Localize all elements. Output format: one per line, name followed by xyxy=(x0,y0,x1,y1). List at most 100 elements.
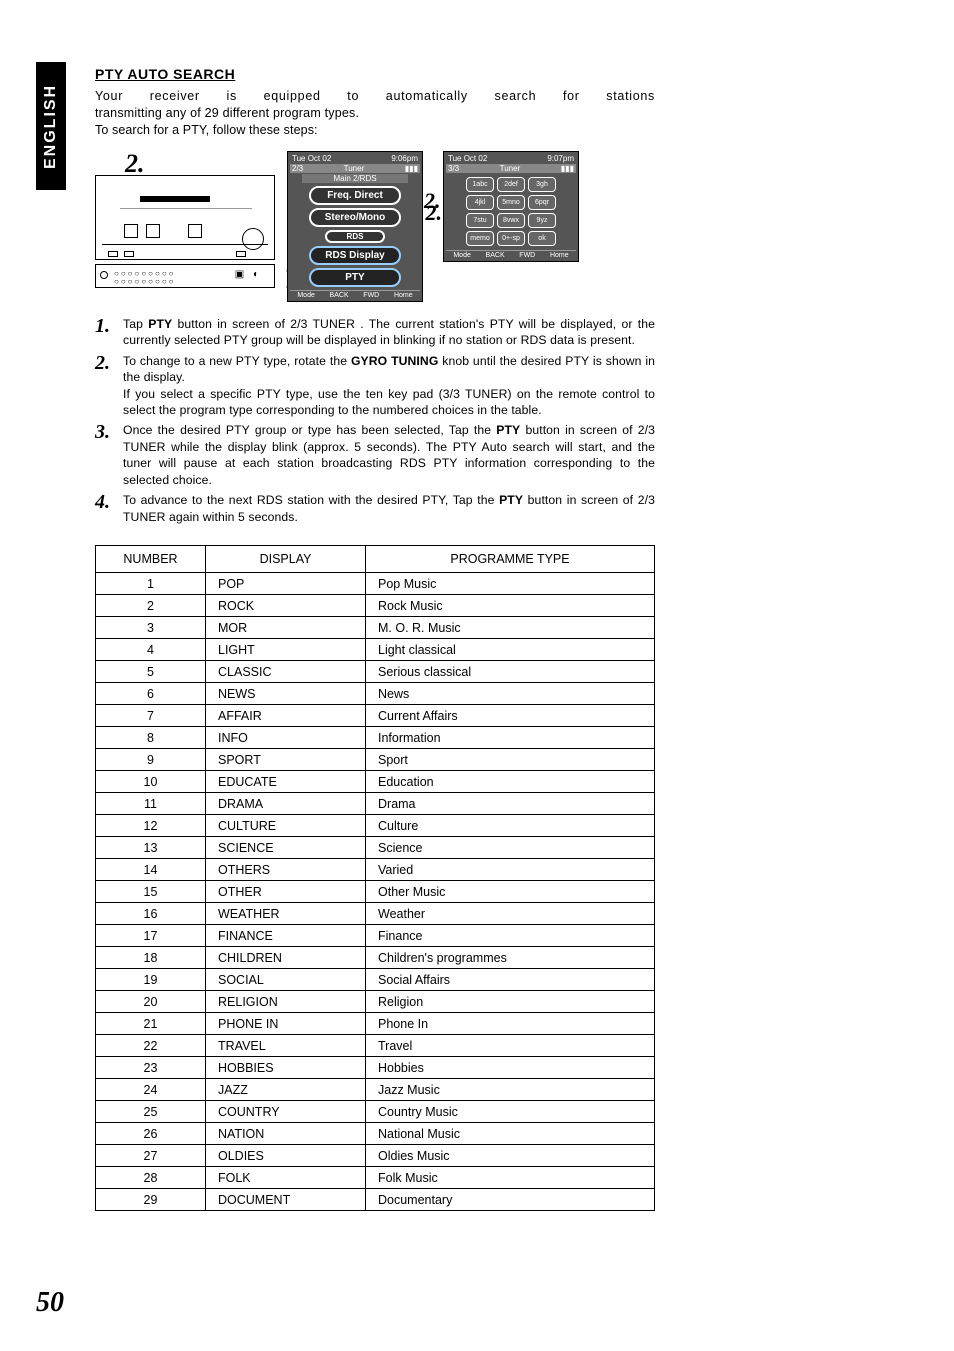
table-row: 14OTHERSVaried xyxy=(96,859,655,881)
screen-header: Tue Oct 02 9:06pm xyxy=(290,154,420,163)
table-row: 22TRAVELTravel xyxy=(96,1035,655,1057)
table-row: 13SCIENCEScience xyxy=(96,837,655,859)
cell-display: SPORT xyxy=(206,749,366,771)
key: 6pqr xyxy=(528,195,556,210)
cell-number: 15 xyxy=(96,881,206,903)
brand-bar xyxy=(140,196,210,202)
figure-screen-2: 2. Tue Oct 02 9:07pm 3/3 Tuner ▮▮▮ 1abc … xyxy=(443,151,579,262)
panel-square xyxy=(124,224,138,238)
cell-number: 1 xyxy=(96,573,206,595)
cell-display: NEWS xyxy=(206,683,366,705)
table-row: 25COUNTRYCountry Music xyxy=(96,1101,655,1123)
screen-bar: Main 2/RDS xyxy=(302,174,408,183)
cell-programme: Science xyxy=(366,837,655,859)
footer-item: BACK xyxy=(486,252,505,259)
figures-row: 2. ○○○○○○○○○ ○○○○○○○○○ ▣ ◐ 1. 3. 4. xyxy=(95,151,655,302)
cell-number: 28 xyxy=(96,1167,206,1189)
cell-number: 19 xyxy=(96,969,206,991)
panel-line xyxy=(120,208,252,209)
cell-programme: Travel xyxy=(366,1035,655,1057)
cell-programme: Social Affairs xyxy=(366,969,655,991)
step: 1.Tap PTY button in screen of 2/3 TUNER … xyxy=(95,316,655,349)
cell-number: 23 xyxy=(96,1057,206,1079)
step-text: To change to a new PTY type, rotate the … xyxy=(123,353,655,419)
screen-footer: Mode BACK FWD Home xyxy=(290,290,420,299)
main-content: PTY AUTO SEARCH Your receiver is equippe… xyxy=(95,66,655,1211)
cell-programme: Weather xyxy=(366,903,655,925)
cell-programme: Jazz Music xyxy=(366,1079,655,1101)
screen-time-right: 9:07pm xyxy=(547,154,574,163)
cell-programme: Finance xyxy=(366,925,655,947)
cell-number: 25 xyxy=(96,1101,206,1123)
step-number: 1. xyxy=(95,316,123,349)
cell-programme: Current Affairs xyxy=(366,705,655,727)
cell-number: 26 xyxy=(96,1123,206,1145)
receiver-body xyxy=(95,175,275,260)
cell-display: SOCIAL xyxy=(206,969,366,991)
cell-display: OLDIES xyxy=(206,1145,366,1167)
table-row: 17FINANCEFinance xyxy=(96,925,655,947)
screen-page: 2/3 xyxy=(292,164,303,173)
footer-item: Mode xyxy=(453,252,471,259)
language-tab: ENGLISH xyxy=(36,62,66,190)
cell-number: 18 xyxy=(96,947,206,969)
table-row: 7AFFAIRCurrent Affairs xyxy=(96,705,655,727)
screen-footer: Mode BACK FWD Home xyxy=(446,250,576,259)
table-row: 15OTHEROther Music xyxy=(96,881,655,903)
cell-display: OTHER xyxy=(206,881,366,903)
table-row: 10EDUCATEEducation xyxy=(96,771,655,793)
screen-time-left: Tue Oct 02 xyxy=(448,154,487,163)
table-row: 29DOCUMENTDocumentary xyxy=(96,1189,655,1211)
pty-table: NUMBER DISPLAY PROGRAMME TYPE 1POPPop Mu… xyxy=(95,545,655,1211)
table-row: 12CULTURECulture xyxy=(96,815,655,837)
cell-display: ROCK xyxy=(206,595,366,617)
key: 7stu xyxy=(466,213,494,228)
cell-display: CLASSIC xyxy=(206,661,366,683)
intro-text: Your receiver is equipped to automatical… xyxy=(95,88,655,139)
cell-number: 10 xyxy=(96,771,206,793)
battery-icon: ▮▮▮ xyxy=(405,164,418,173)
cell-number: 2 xyxy=(96,595,206,617)
cell-number: 7 xyxy=(96,705,206,727)
footer-item: Home xyxy=(394,292,413,299)
receiver-base: ○○○○○○○○○ ○○○○○○○○○ ▣ ◐ xyxy=(95,264,275,288)
step-text: Once the desired PTY group or type has b… xyxy=(123,422,655,488)
footer-item: FWD xyxy=(363,292,379,299)
cell-programme: Varied xyxy=(366,859,655,881)
keypad: 1abc 2def 3gh 4jkl 5mno 6pqr 7stu 8vwx 9… xyxy=(446,173,576,248)
cell-programme: Oldies Music xyxy=(366,1145,655,1167)
step: 2.To change to a new PTY type, rotate th… xyxy=(95,353,655,419)
table-row: 24JAZZJazz Music xyxy=(96,1079,655,1101)
col-number: NUMBER xyxy=(96,546,206,573)
small-box xyxy=(124,251,134,257)
cell-programme: M. O. R. Music xyxy=(366,617,655,639)
cell-programme: Hobbies xyxy=(366,1057,655,1079)
figure-receiver: 2. ○○○○○○○○○ ○○○○○○○○○ ▣ ◐ 1. 3. 4. xyxy=(95,151,275,288)
table-row: 19SOCIALSocial Affairs xyxy=(96,969,655,991)
figure-screen-1: Tue Oct 02 9:06pm 2/3 Tuner ▮▮▮ Main 2/R… xyxy=(287,151,423,302)
table-row: 23HOBBIESHobbies xyxy=(96,1057,655,1079)
screen-time-right: 9:06pm xyxy=(391,154,418,163)
table-row: 4LIGHTLight classical xyxy=(96,639,655,661)
key: 5mno xyxy=(497,195,525,210)
table-row: 26NATIONNational Music xyxy=(96,1123,655,1145)
key: memo xyxy=(466,231,494,246)
cell-number: 9 xyxy=(96,749,206,771)
key: 9yz xyxy=(528,213,556,228)
cell-number: 17 xyxy=(96,925,206,947)
step-number: 2. xyxy=(95,353,123,419)
step-number: 3. xyxy=(95,422,123,488)
cell-programme: Children's programmes xyxy=(366,947,655,969)
table-row: 2ROCKRock Music xyxy=(96,595,655,617)
cell-programme: Country Music xyxy=(366,1101,655,1123)
footer-item: FWD xyxy=(519,252,535,259)
cell-number: 8 xyxy=(96,727,206,749)
cell-display: DOCUMENT xyxy=(206,1189,366,1211)
cell-programme: Education xyxy=(366,771,655,793)
table-header-row: NUMBER DISPLAY PROGRAMME TYPE xyxy=(96,546,655,573)
screen-mode: Tuner xyxy=(500,164,521,173)
key: 0+-sp xyxy=(497,231,525,246)
cell-programme: Light classical xyxy=(366,639,655,661)
footer-item: BACK xyxy=(330,292,349,299)
battery-icon: ▮▮▮ xyxy=(561,164,574,173)
